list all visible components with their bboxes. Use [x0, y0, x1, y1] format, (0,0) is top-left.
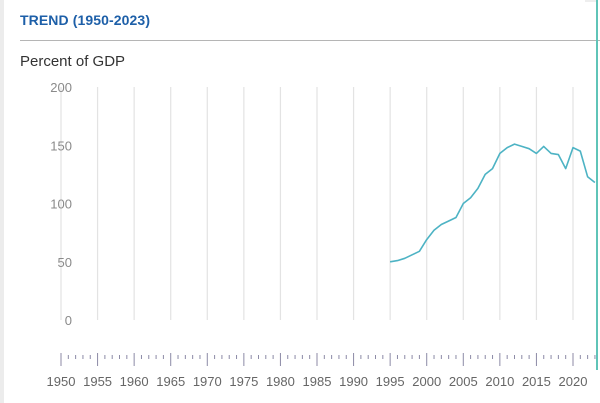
x-tick-label-1980: 1980	[266, 374, 295, 389]
top-edge-tab	[585, 0, 596, 2]
x-tick-label-2010: 2010	[485, 374, 514, 389]
y-tick-label-150: 150	[50, 138, 72, 153]
x-tick-label-2000: 2000	[412, 374, 441, 389]
gridlines	[60, 87, 574, 320]
timeline-axis	[60, 353, 596, 366]
x-tick-label-1965: 1965	[156, 374, 185, 389]
x-tick-label-1985: 1985	[303, 374, 332, 389]
y-axis-unit-label: Percent of GDP	[20, 53, 126, 70]
y-tick-label-200: 200	[50, 80, 72, 95]
y-tick-label-0: 0	[65, 313, 72, 328]
x-tick-label-2005: 2005	[449, 374, 478, 389]
x-tick-label-1975: 1975	[229, 374, 258, 389]
x-tick-label-1960: 1960	[120, 374, 149, 389]
x-tick-label-1970: 1970	[193, 374, 222, 389]
x-tick-label-1955: 1955	[83, 374, 112, 389]
y-axis-ticks: 0 50 100 150 200	[50, 80, 72, 328]
left-border	[0, 0, 4, 403]
x-tick-label-2020: 2020	[559, 374, 588, 389]
series-line-0	[389, 143, 596, 263]
series-group	[389, 143, 596, 263]
x-tick-label-1990: 1990	[339, 374, 368, 389]
x-tick-label-1995: 1995	[376, 374, 405, 389]
title-divider	[20, 40, 600, 41]
x-tick-label-2015: 2015	[522, 374, 551, 389]
x-tick-label-1950: 1950	[47, 374, 76, 389]
timeline-cursor-handle[interactable]	[596, 0, 598, 370]
panel-title: TREND (1950-2023)	[20, 12, 151, 28]
y-tick-label-50: 50	[58, 255, 72, 270]
y-tick-label-100: 100	[50, 197, 72, 212]
x-axis-ticks: 1950 1955 1960 1965 1970 1975 1980 1985 1990 1995…	[47, 374, 588, 389]
